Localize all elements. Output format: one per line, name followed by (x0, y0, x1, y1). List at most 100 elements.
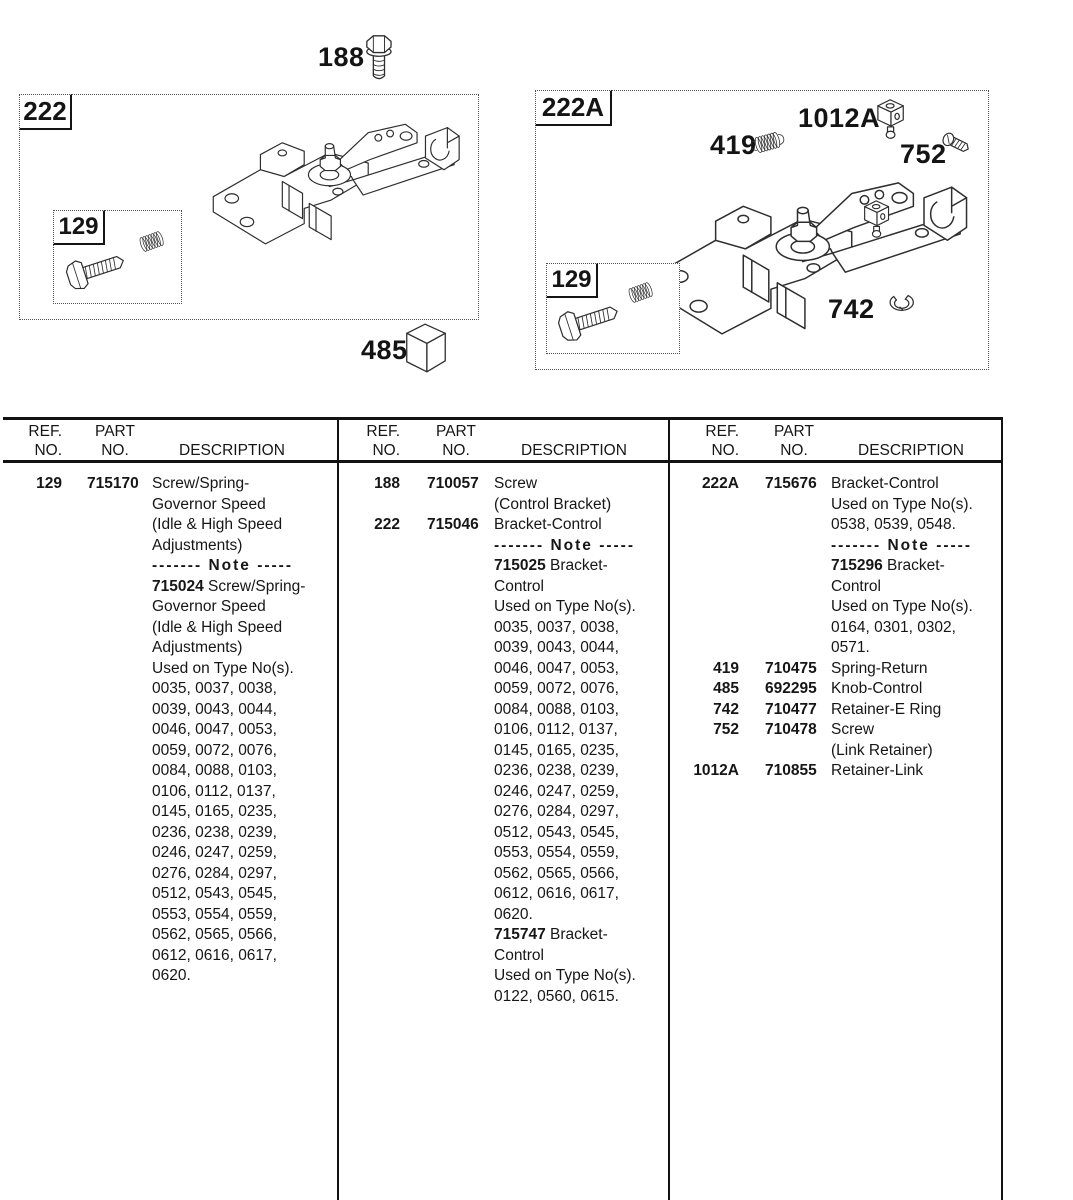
alt-part-line: 715024 Screw/Spring- (152, 577, 306, 595)
description-line: Screw/Spring- (152, 475, 250, 492)
description-line: 0122, 0560, 0615. (494, 987, 619, 1005)
description-line: 0035, 0037, 0038, (494, 618, 619, 636)
description-line: Used on Type No(s). (494, 598, 636, 615)
ref-no: 419 (713, 659, 739, 677)
description-line: Knob-Control (831, 680, 923, 697)
description-line: Control (831, 577, 881, 595)
description-line: 0620. (494, 905, 533, 923)
header-ref-no: REF. NO. (366, 423, 400, 459)
header-part-no: PART NO. (436, 423, 476, 459)
table-top-rule (3, 417, 1003, 420)
table-row: 1012A 710855 Retainer-Link (673, 761, 999, 782)
description: Screw (Link Retainer) (823, 720, 999, 761)
table-row: 419 710475 Spring-Return (673, 659, 999, 680)
bolt-icon-right (556, 294, 624, 348)
description-line: (Idle & High Speed (152, 618, 283, 636)
note-line: ------- Note ----- (831, 536, 972, 554)
ref-no: 129 (36, 475, 62, 492)
table-row: 485 692295 Knob-Control (673, 679, 999, 700)
alt-part-no: 715296 (831, 557, 883, 574)
table-row: 752 710478 Screw (Link Retainer) (673, 720, 999, 761)
spring-icon-right (626, 278, 658, 306)
header-description: DESCRIPTION (858, 441, 964, 459)
part-no: 715676 (765, 475, 817, 492)
description-line: 0145, 0165, 0235, (152, 803, 277, 820)
mounted-cube-stud-icon (863, 199, 891, 239)
description-line: 0562, 0565, 0566, (152, 926, 277, 943)
note-line: ------- Note ----- (494, 536, 635, 554)
description: Retainer-Link (823, 761, 999, 782)
ref-no: 222A (701, 475, 739, 492)
description: Retainer-E Ring (823, 700, 999, 721)
description-line: Bracket-Control (494, 516, 602, 533)
table-header-rule (3, 460, 1003, 463)
description-line: 0164, 0301, 0302, (831, 618, 956, 636)
table-row: 129 715170 Screw/Spring- Governor Speed (Idl… (4, 474, 334, 987)
governor-bracket-drawing-222a (641, 151, 971, 353)
description-line: Governor Speed (152, 495, 266, 513)
description-line: 0084, 0088, 0103, (152, 762, 277, 779)
description-line: 0059, 0072, 0076, (152, 741, 277, 759)
alt-part-line: 715025 Bracket- (494, 557, 608, 574)
inset-box-129-right: 129 (546, 263, 680, 354)
table-divider-1 (337, 417, 339, 1200)
alt-part-no: 715024 (152, 577, 204, 595)
description-line: 0538, 0539, 0548. (831, 516, 956, 533)
callout-419: 419 (710, 130, 757, 160)
description-line: 0553, 0554, 0559, (494, 844, 619, 861)
description-line: 0512, 0543, 0545, (494, 823, 619, 841)
spring-icon (137, 227, 169, 255)
description-line: 0046, 0047, 0053, (494, 659, 619, 677)
figure-box-222: 222 129 (19, 94, 479, 320)
description-line: Used on Type No(s). (831, 495, 973, 513)
figure-box-222a-label: 222A (541, 92, 605, 122)
header-part-no: PART NO. (774, 423, 814, 459)
inset-box-129-tag: 129 (53, 210, 105, 245)
inset-box-129-right-label: 129 (551, 266, 592, 293)
figure-box-222-label: 222 (23, 96, 67, 126)
description-line: 0039, 0043, 0044, (494, 639, 619, 656)
part-no: 710478 (765, 721, 817, 738)
description-line: 0276, 0284, 0297, (494, 803, 619, 820)
description-line: Retainer-Link (831, 762, 924, 779)
description: Bracket-Control Used on Type No(s). 0538, … (823, 474, 999, 659)
ref-no: 1012A (693, 762, 739, 779)
table-row: 222A 715676 Bracket-Control Used on Type No… (673, 474, 999, 659)
callout-1012a: 1012A (798, 103, 881, 133)
alt-part-line: 715747 Bracket- (494, 926, 608, 943)
description-line: 0276, 0284, 0297, (152, 864, 277, 882)
part-no: 692295 (765, 680, 817, 697)
callout-485: 485 (361, 335, 408, 365)
part-no: 710477 (765, 700, 817, 718)
ref-no: 188 (374, 475, 400, 492)
header-description: DESCRIPTION (179, 441, 285, 459)
description: Spring-Return (823, 659, 999, 680)
description-line: Governor Speed (152, 598, 266, 615)
description-line: Control (494, 577, 544, 595)
description-line: 0039, 0043, 0044, (152, 700, 277, 718)
description-line: Used on Type No(s). (494, 967, 636, 984)
description-line: 0106, 0112, 0137, (152, 782, 276, 800)
description-line: (Idle & High Speed (152, 516, 283, 533)
description-line: 0512, 0543, 0545, (152, 885, 277, 902)
description-line: 0059, 0072, 0076, (494, 680, 619, 697)
description-line: Screw (494, 475, 538, 492)
ref-no: 485 (713, 680, 739, 697)
description-line: 0106, 0112, 0137, (494, 721, 618, 738)
description-line: 0145, 0165, 0235, (494, 741, 619, 759)
parts-table-column-1: REF. NO. PART NO. DESCRIPTION 129 715170 Screw/… (4, 420, 334, 987)
description: Bracket-Control ------- Note ----- 715025 … (485, 515, 665, 1007)
description-line: Bracket-Control (831, 475, 939, 492)
alt-part-no: 715747 (494, 926, 546, 943)
description: Screw/Spring- Governor Speed (Idle & High … (143, 474, 334, 987)
part-no: 710475 (765, 659, 817, 677)
callout-752: 752 (900, 139, 947, 169)
table-right-rule (1001, 417, 1003, 1200)
description: Knob-Control (823, 679, 999, 700)
description-line: 0246, 0247, 0259, (152, 844, 277, 861)
figure-box-222a: 222A 1012A 419 752 129 742 (535, 90, 989, 370)
table-row: 222 715046 Bracket-Control ------- Note ---… (339, 515, 665, 1007)
header-ref-no: REF. NO. (705, 423, 739, 459)
figure-box-222a-tag: 222A (535, 90, 612, 126)
table-header: REF. NO. PART NO. DESCRIPTION (4, 420, 334, 474)
